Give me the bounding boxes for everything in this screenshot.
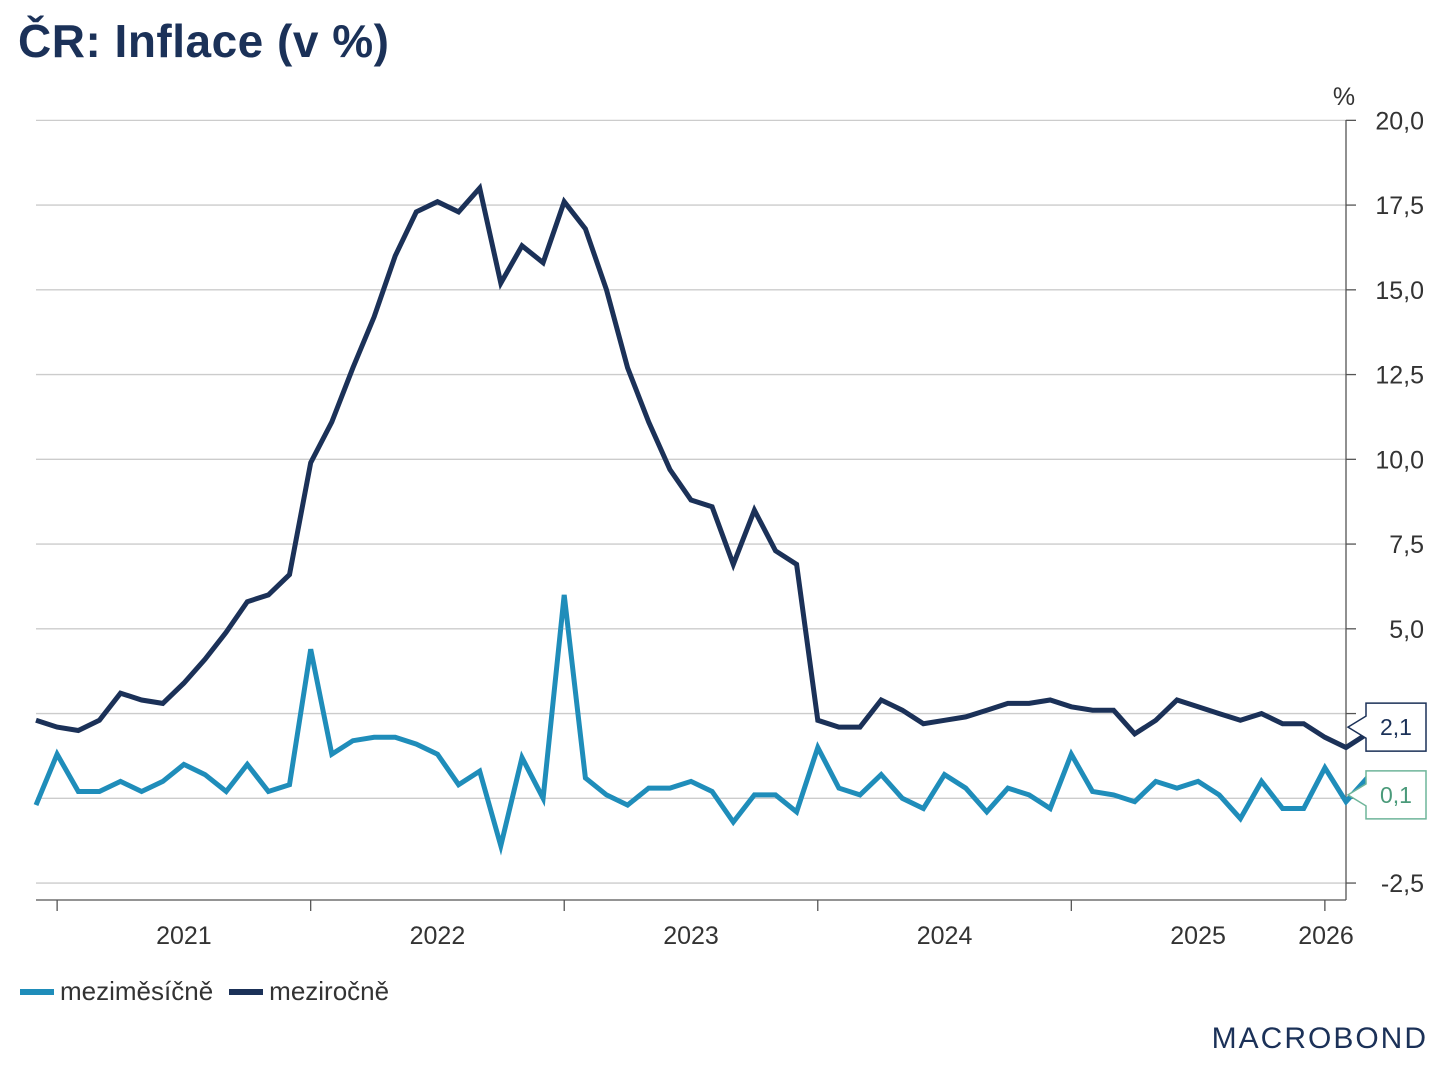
end-tag-label: 0,1 <box>1380 782 1412 808</box>
x-tick-label: 2024 <box>917 922 973 950</box>
end-tag-box <box>1346 702 1427 752</box>
y-tick-label: 17,5 <box>1375 192 1424 220</box>
axes: 20,0 17,5 15,0 12,5 10,0 7,5 5,0 -2,5 2021 2022 20… <box>36 107 1424 950</box>
y-tick-label: 7,5 <box>1389 531 1424 559</box>
chart-title: ČR: Inflace (v %) <box>18 15 390 67</box>
legend-item-mom: meziměsíčně <box>20 976 213 1007</box>
yoy-line <box>35 182 1411 751</box>
legend-swatch-yoy <box>229 988 264 995</box>
y-tick-label: 5,0 <box>1389 616 1424 644</box>
grid-lines <box>36 119 1346 884</box>
end-tag-label: 2,1 <box>1380 714 1412 740</box>
y-tick-label: 15,0 <box>1375 277 1424 305</box>
x-tick-label: 2026 <box>1298 922 1354 950</box>
end-tag-mom: 0,1 <box>1346 770 1427 820</box>
series-lines <box>33 182 1411 856</box>
x-tick-label: 2023 <box>663 922 719 950</box>
x-tick-label: 2021 <box>156 922 212 950</box>
legend: meziměsíčně meziročně <box>20 976 405 1007</box>
legend-item-yoy: meziročně <box>229 976 389 1007</box>
end-tag-yoy: 2,1 <box>1346 702 1427 752</box>
y-tick-label: 20,0 <box>1375 107 1424 135</box>
legend-swatch-mom <box>20 988 54 995</box>
brand-logo: MACROBOND <box>1211 1022 1428 1055</box>
legend-label-yoy: meziročně <box>269 976 390 1006</box>
y-unit-label: % <box>1333 83 1355 111</box>
y-tick-label: 10,0 <box>1375 446 1424 474</box>
x-tick-label: 2022 <box>410 922 466 950</box>
x-tick-label: 2025 <box>1170 922 1226 950</box>
end-value-tags: 2,1 0,1 <box>1346 702 1427 820</box>
legend-label-mom: meziměsíčně <box>60 976 214 1006</box>
y-tick-label: -2,5 <box>1381 870 1424 898</box>
mom-line <box>33 594 1411 856</box>
end-tag-box <box>1346 770 1427 820</box>
y-tick-label: 12,5 <box>1375 362 1424 390</box>
